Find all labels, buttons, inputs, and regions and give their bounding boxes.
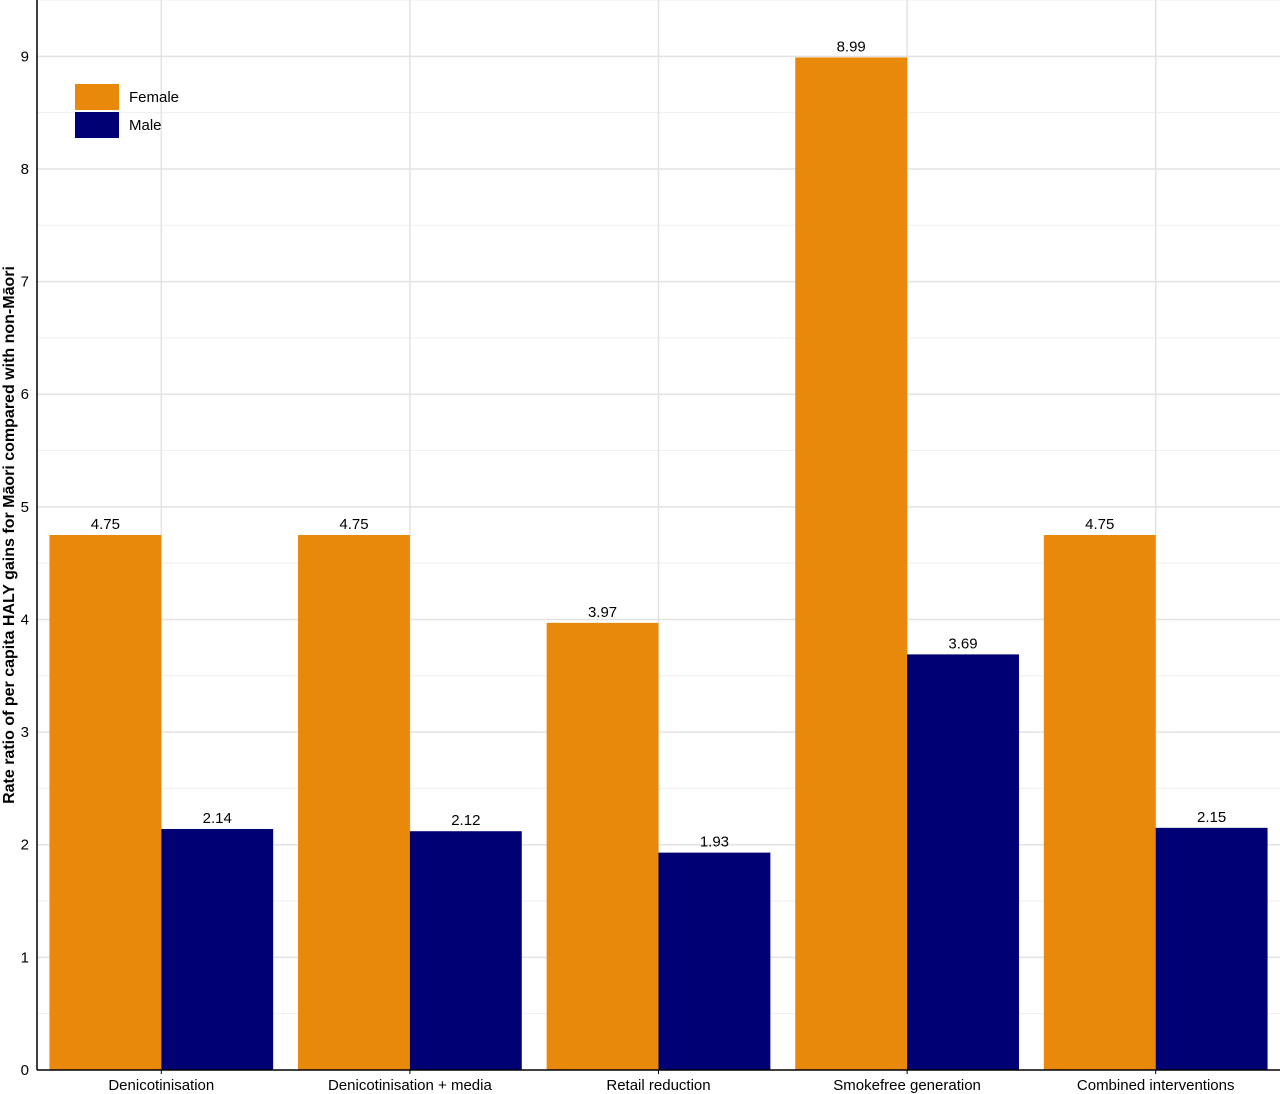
- bar-male: [907, 654, 1019, 1070]
- y-tick-label: 2: [21, 837, 29, 854]
- bar-female: [795, 57, 908, 1071]
- bar-male: [161, 828, 274, 1070]
- data-labels: 4.75 2.14 4.75 2.12 3.97 1.93 8.99 3.69 4.75 2.15: [91, 38, 1226, 850]
- y-tick-label: 0: [21, 1062, 29, 1079]
- data-label: 8.99: [837, 38, 866, 55]
- y-tick-label: 7: [21, 274, 29, 291]
- data-label: 4.75: [91, 516, 120, 533]
- legend-label-male: Male: [129, 117, 162, 134]
- bar-female: [49, 535, 162, 1070]
- x-tick-label: Denicotinisation: [108, 1077, 214, 1094]
- y-tick-label: 9: [21, 48, 29, 65]
- data-label: 2.15: [1197, 809, 1226, 826]
- x-tick-label: Combined interventions: [1077, 1077, 1235, 1094]
- y-tick-label: 1: [21, 949, 29, 966]
- legend-swatch-female: [75, 84, 119, 110]
- bar-male: [658, 852, 771, 1070]
- y-axis-title: Rate ratio of per capita HALY gains for …: [1, 266, 18, 804]
- x-tick-label: Denicotinisation + media: [328, 1077, 493, 1094]
- bar-female: [546, 622, 659, 1070]
- y-tick-label: 6: [21, 386, 29, 403]
- bar-male: [409, 831, 522, 1070]
- legend-label-female: Female: [129, 89, 179, 106]
- bars: [49, 57, 1268, 1071]
- y-tick-labels: 0 1 2 3 4 5 6 7 8 9: [21, 48, 29, 1079]
- data-label: 1.93: [700, 834, 729, 851]
- data-label: 2.14: [203, 810, 232, 827]
- y-tick-label: 3: [21, 724, 29, 741]
- bar-male: [1155, 827, 1268, 1070]
- bar-female: [298, 535, 410, 1070]
- data-label: 3.69: [948, 635, 977, 652]
- y-tick-label: 8: [21, 161, 29, 178]
- x-tick-label: Smokefree generation: [833, 1077, 981, 1094]
- y-tick-label: 5: [21, 499, 29, 516]
- x-tick-label: Retail reduction: [606, 1077, 710, 1094]
- x-tick-labels: Denicotinisation Denicotinisation + media…: [108, 1070, 1234, 1094]
- bar-female: [1043, 535, 1156, 1070]
- legend-swatch-male: [75, 112, 119, 138]
- data-label: 4.75: [1085, 516, 1114, 533]
- data-label: 2.12: [451, 812, 480, 829]
- y-tick-label: 4: [21, 611, 29, 628]
- data-label: 3.97: [588, 604, 617, 621]
- data-label: 4.75: [339, 516, 368, 533]
- legend: Female Male: [75, 84, 179, 138]
